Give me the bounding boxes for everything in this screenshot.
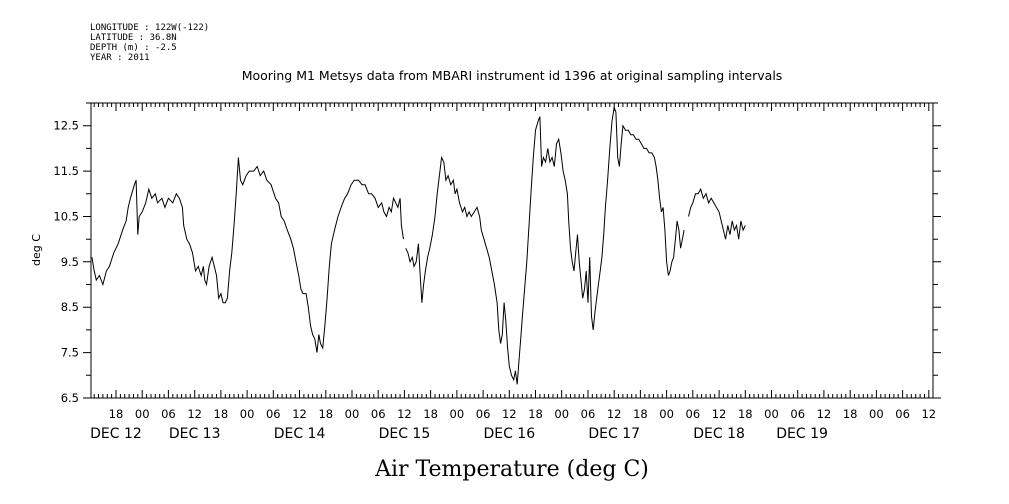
x-day-label: DEC 14	[274, 426, 326, 442]
x-tick-label: 12	[817, 407, 832, 421]
x-tick-label: 00	[764, 407, 779, 421]
y-axis-label: deg C	[30, 234, 43, 266]
latitude-text: LATITUDE : 36.8N	[90, 33, 177, 43]
y-tick-label: 10.5	[53, 209, 79, 223]
x-tick-label: 06	[476, 407, 491, 421]
x-tick-label: 12	[397, 407, 412, 421]
x-day-label: DEC 18	[693, 426, 745, 442]
x-tick-label: 18	[738, 407, 753, 421]
x-tick-label: 18	[318, 407, 333, 421]
x-tick-label: 18	[843, 407, 858, 421]
x-tick-label: 00	[135, 407, 150, 421]
y-tick-label: 6.5	[61, 391, 79, 405]
x-tick-label: 18	[633, 407, 648, 421]
tick-path	[83, 102, 941, 399]
x-tick-label: 00	[869, 407, 884, 421]
x-tick-label: 12	[502, 407, 517, 421]
x-tick-label: 00	[659, 407, 674, 421]
plot-frame	[90, 102, 934, 399]
longitude-text: LONGITUDE : 122W(-122)	[90, 23, 209, 33]
x-day-labels: DEC 12 DEC 13 DEC 14 DEC 15 DEC 16 DEC 17 DEC …	[90, 426, 828, 442]
x-tick-label: 00	[450, 407, 465, 421]
x-tick-label: 12	[712, 407, 727, 421]
x-tick-label: 00	[554, 407, 569, 421]
series-line-segment	[91, 157, 404, 353]
y-tick-label: 9.5	[61, 255, 79, 269]
x-day-label: DEC 19	[776, 426, 828, 442]
x-tick-label: 18	[109, 407, 124, 421]
y-tick-label: 8.5	[61, 300, 79, 314]
x-tick-label: 12	[187, 407, 202, 421]
x-tick-label: 06	[161, 407, 176, 421]
x-tick-label: 18	[214, 407, 229, 421]
y-tick-label: 12.5	[53, 119, 79, 133]
x-tick-label: 06	[371, 407, 386, 421]
x-tick-label: 18	[423, 407, 438, 421]
x-day-label: DEC 13	[169, 426, 221, 442]
year-text: YEAR : 2011	[90, 53, 150, 63]
x-tick-label: 06	[266, 407, 281, 421]
y-tick-label: 7.5	[61, 346, 79, 360]
x-day-label: DEC 17	[588, 426, 640, 442]
x-tick-label: 12	[921, 407, 936, 421]
x-day-label: DEC 12	[90, 426, 142, 442]
x-tick-label: 06	[581, 407, 596, 421]
x-tick-label: 12	[292, 407, 307, 421]
x-tick-label: 18	[528, 407, 543, 421]
x-day-label: DEC 15	[379, 426, 431, 442]
tick-marks	[83, 102, 941, 399]
series-air-temperature	[91, 105, 746, 385]
x-tick-label: 06	[895, 407, 910, 421]
x-tick-label: 00	[345, 407, 360, 421]
y-tick-labels: 6.5 7.5 8.5 9.5 10.5 11.5 12.5	[53, 119, 79, 405]
x-tick-labels: 18 00 06 12 18 00 06 12 18 00 06 12 18 00 06 12 18 00 06 12…	[109, 407, 936, 421]
x-tick-label: 00	[240, 407, 255, 421]
y-tick-label: 11.5	[53, 164, 79, 178]
x-tick-label: 06	[790, 407, 805, 421]
metadata-block: LONGITUDE : 122W(-122) LATITUDE : 36.8N …	[90, 23, 209, 63]
x-tick-label: 12	[607, 407, 622, 421]
series-line-segment	[405, 105, 685, 385]
series-line-segment	[688, 187, 746, 240]
x-axis-title: Air Temperature (deg C)	[374, 457, 649, 482]
chart-title: Mooring M1 Metsys data from MBARI instru…	[242, 68, 783, 83]
x-tick-label: 06	[686, 407, 701, 421]
x-day-label: DEC 16	[483, 426, 535, 442]
depth-text: DEPTH (m) : -2.5	[90, 43, 177, 53]
